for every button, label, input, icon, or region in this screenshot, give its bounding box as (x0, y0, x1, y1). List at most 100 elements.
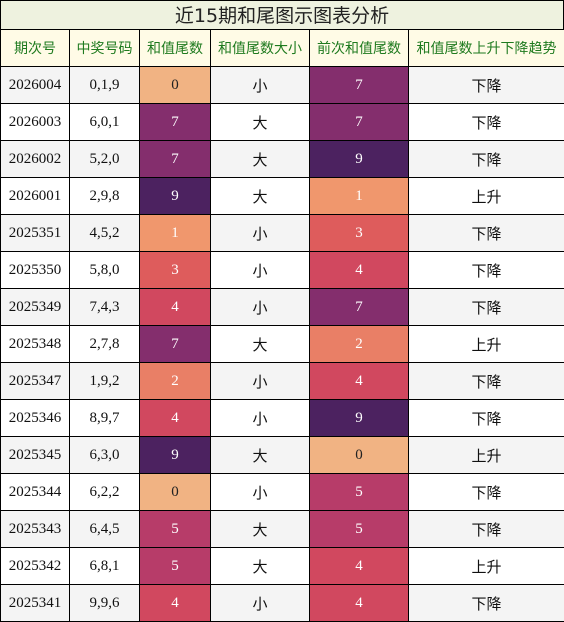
previous-sum-tail-cell: 4 (310, 585, 409, 622)
previous-sum-tail-cell: 5 (310, 474, 409, 511)
size-cell: 大 (211, 141, 310, 178)
previous-sum-tail-cell: 2 (310, 326, 409, 363)
sum-tail-table: 期次号 中奖号码 和值尾数 和值尾数大小 前次和值尾数 和值尾数上升下降趋势 2… (0, 29, 564, 622)
sum-tail-cell: 4 (140, 585, 211, 622)
period-cell: 2026004 (1, 67, 70, 104)
size-cell: 小 (211, 474, 310, 511)
previous-sum-tail-cell: 9 (310, 141, 409, 178)
period-cell: 2025351 (1, 215, 70, 252)
period-cell: 2025347 (1, 363, 70, 400)
previous-sum-tail-cell: 0 (310, 437, 409, 474)
period-cell: 2025346 (1, 400, 70, 437)
numbers-cell: 6,8,1 (70, 548, 140, 585)
header-winning-numbers: 中奖号码 (70, 30, 140, 67)
sum-tail-cell: 7 (140, 326, 211, 363)
numbers-cell: 5,8,0 (70, 252, 140, 289)
previous-sum-tail-cell: 7 (310, 67, 409, 104)
header-sum-tail: 和值尾数 (140, 30, 211, 67)
sum-tail-cell: 9 (140, 437, 211, 474)
trend-cell: 上升 (409, 178, 564, 215)
previous-sum-tail-cell: 7 (310, 104, 409, 141)
period-cell: 2025349 (1, 289, 70, 326)
numbers-cell: 0,1,9 (70, 67, 140, 104)
period-cell: 2026001 (1, 178, 70, 215)
numbers-cell: 6,4,5 (70, 511, 140, 548)
period-cell: 2026003 (1, 104, 70, 141)
trend-cell: 下降 (409, 141, 564, 178)
trend-cell: 下降 (409, 215, 564, 252)
trend-cell: 下降 (409, 363, 564, 400)
numbers-cell: 6,0,1 (70, 104, 140, 141)
previous-sum-tail-cell: 4 (310, 363, 409, 400)
sum-tail-cell: 9 (140, 178, 211, 215)
sum-tail-cell: 0 (140, 474, 211, 511)
size-cell: 小 (211, 67, 310, 104)
numbers-cell: 6,3,0 (70, 437, 140, 474)
trend-cell: 下降 (409, 585, 564, 622)
numbers-cell: 9,9,6 (70, 585, 140, 622)
size-cell: 小 (211, 400, 310, 437)
sum-tail-cell: 4 (140, 400, 211, 437)
size-cell: 大 (211, 326, 310, 363)
trend-cell: 上升 (409, 548, 564, 585)
size-cell: 小 (211, 215, 310, 252)
numbers-cell: 2,7,8 (70, 326, 140, 363)
header-trend: 和值尾数上升下降趋势 (409, 30, 564, 67)
numbers-cell: 1,9,2 (70, 363, 140, 400)
size-cell: 大 (211, 511, 310, 548)
numbers-cell: 8,9,7 (70, 400, 140, 437)
table-title: 近15期和尾图示图表分析 (0, 0, 564, 30)
sum-tail-cell: 7 (140, 104, 211, 141)
previous-sum-tail-cell: 7 (310, 289, 409, 326)
trend-cell: 上升 (409, 326, 564, 363)
period-cell: 2026002 (1, 141, 70, 178)
trend-cell: 下降 (409, 104, 564, 141)
sum-tail-cell: 4 (140, 289, 211, 326)
numbers-cell: 4,5,2 (70, 215, 140, 252)
size-cell: 大 (211, 178, 310, 215)
trend-cell: 下降 (409, 67, 564, 104)
trend-cell: 下降 (409, 289, 564, 326)
period-cell: 2025342 (1, 548, 70, 585)
sum-tail-cell: 7 (140, 141, 211, 178)
period-cell: 2025344 (1, 474, 70, 511)
period-cell: 2025348 (1, 326, 70, 363)
header-sum-tail-size: 和值尾数大小 (211, 30, 310, 67)
size-cell: 小 (211, 363, 310, 400)
period-cell: 2025341 (1, 585, 70, 622)
sum-tail-cell: 5 (140, 511, 211, 548)
size-cell: 小 (211, 252, 310, 289)
trend-cell: 下降 (409, 474, 564, 511)
trend-cell: 下降 (409, 400, 564, 437)
sum-tail-cell: 1 (140, 215, 211, 252)
size-cell: 小 (211, 289, 310, 326)
size-cell: 小 (211, 585, 310, 622)
numbers-cell: 5,2,0 (70, 141, 140, 178)
size-cell: 大 (211, 104, 310, 141)
size-cell: 大 (211, 437, 310, 474)
previous-sum-tail-cell: 3 (310, 215, 409, 252)
sum-tail-cell: 2 (140, 363, 211, 400)
previous-sum-tail-cell: 5 (310, 511, 409, 548)
numbers-cell: 6,2,2 (70, 474, 140, 511)
header-row: 期次号 中奖号码 和值尾数 和值尾数大小 前次和值尾数 和值尾数上升下降趋势 (1, 30, 564, 67)
trend-cell: 下降 (409, 252, 564, 289)
period-cell: 2025350 (1, 252, 70, 289)
period-cell: 2025343 (1, 511, 70, 548)
